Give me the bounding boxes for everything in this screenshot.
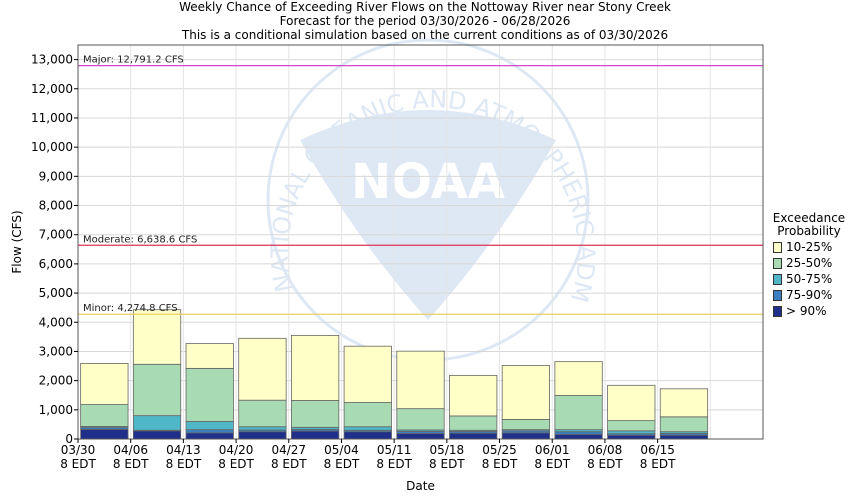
bar-segment-04-20 [238, 337, 287, 401]
bar-segment-04-13 [185, 432, 234, 440]
legend-item: > 90% [773, 303, 850, 319]
x-tick-label: 04/13 8 EDT [166, 443, 202, 471]
bar-segment-05-04 [343, 345, 392, 403]
bar-segment-03-30 [80, 363, 129, 405]
bar-segment-05-25 [501, 419, 550, 431]
bar-segment-04-27 [291, 430, 340, 440]
legend-item: 75-90% [773, 287, 850, 303]
legend-label: 75-90% [786, 288, 833, 302]
legend-swatch [773, 289, 782, 301]
y-tick-label: 11,000 [31, 111, 73, 125]
bar-segment-05-04 [343, 426, 392, 431]
x-tick-label: 04/06 8 EDT [113, 443, 149, 471]
x-tick-label: 06/01 8 EDT [534, 443, 570, 471]
legend-item: 50-75% [773, 271, 850, 287]
bar-segment-04-27 [291, 400, 340, 428]
bar-segment-04-06 [132, 415, 182, 431]
legend-title-line-2: Probability [777, 224, 841, 238]
bar-segment-04-13 [185, 367, 234, 422]
bar-segment-06-15 [659, 388, 709, 418]
y-tick-label: 1,000 [39, 403, 73, 417]
bar-segment-06-01 [554, 433, 603, 440]
y-tick-label: 12,000 [31, 82, 73, 96]
y-tick-label: 10,000 [31, 140, 73, 154]
bar-segment-03-30 [80, 404, 129, 427]
x-tick-label: 05/11 8 EDT [376, 443, 412, 471]
x-axis-label: Date [406, 479, 435, 493]
y-tick-label: 8,000 [39, 199, 73, 213]
legend-item: 10-25% [773, 239, 850, 255]
y-axis-label: Flow (CFS) [10, 210, 24, 273]
bar-segment-05-18 [449, 374, 498, 417]
x-tick-label: 03/30 8 EDT [60, 443, 96, 471]
bar-segment-05-04 [343, 402, 392, 428]
legend: Exceedance Probability 10-25% 25-50% 50-75… [768, 212, 850, 319]
bar-segment-04-13 [185, 429, 234, 434]
threshold-label: Minor: 4,274.8 CFS [83, 303, 178, 314]
y-tick-label: 2,000 [39, 374, 73, 388]
x-tick-label: 05/18 8 EDT [429, 443, 465, 471]
legend-swatch [773, 273, 782, 285]
y-tick-label: 7,000 [39, 228, 73, 242]
bar-segment-04-06 [132, 363, 182, 417]
bar-segment-05-11 [396, 350, 445, 410]
legend-swatch [773, 257, 782, 269]
bar-segment-04-13 [185, 343, 234, 369]
chart-note: This is a conditional simulation based o… [181, 28, 669, 42]
x-tick-label: 06/15 8 EDT [640, 443, 676, 471]
y-tick-label: 13,000 [31, 53, 73, 67]
legend-swatch [773, 305, 782, 317]
legend-swatch [773, 241, 782, 253]
y-tick-label: 0 [65, 432, 73, 446]
y-tick-label: 3,000 [39, 344, 73, 358]
bar-segment-06-15 [659, 416, 709, 433]
legend-label: 50-75% [786, 272, 833, 286]
bar-segment-05-11 [396, 408, 445, 431]
bar-segment-04-06 [132, 430, 182, 440]
threshold-label: Moderate: 6,638.6 CFS [83, 234, 197, 245]
bar-segment-05-25 [501, 365, 550, 420]
bar-segment-06-01 [554, 395, 603, 431]
legend-item: 25-50% [773, 255, 850, 271]
chart-title: Weekly Chance of Exceeding River Flows o… [179, 0, 671, 14]
bar-segment-06-08 [607, 430, 656, 435]
bar-segment-05-18 [449, 415, 498, 431]
bar-segment-04-13 [185, 421, 234, 431]
bar-segment-05-25 [501, 432, 550, 440]
bar-segment-04-27 [291, 334, 340, 401]
bar-segment-04-20 [238, 399, 287, 428]
legend-title-line-1: Exceedance [772, 211, 846, 225]
chart-subtitle: Forecast for the period 03/30/2026 - 06/… [279, 14, 571, 28]
threshold-label: Major: 12,791.2 CFS [83, 55, 184, 66]
bar-segment-06-08 [607, 420, 656, 432]
bar-segment-04-06 [132, 309, 182, 365]
bar-segment-06-15 [659, 434, 709, 440]
y-tick-label: 4,000 [39, 315, 73, 329]
bar-segment-06-08 [607, 384, 656, 422]
bar-segment-03-30 [80, 428, 129, 440]
watermark-bird-shape [300, 110, 556, 320]
chart-title-block: Weekly Chance of Exceeding River Flows o… [0, 0, 850, 42]
bar-segment-04-20 [238, 431, 287, 440]
x-tick-label: 06/08 8 EDT [587, 443, 623, 471]
watermark-logo-text: NOAA [351, 154, 505, 210]
y-tick-label: 9,000 [39, 169, 73, 183]
legend-label: > 90% [786, 304, 827, 318]
x-tick-label: 04/20 8 EDT [218, 443, 254, 471]
bar-segment-05-11 [396, 433, 445, 440]
x-tick-label: 05/04 8 EDT [324, 443, 360, 471]
y-tick-label: 6,000 [39, 257, 73, 271]
legend-label: 25-50% [786, 256, 833, 270]
plot-frame [77, 44, 764, 440]
bar-segment-06-08 [607, 434, 656, 440]
bar-segment-05-04 [343, 431, 392, 440]
y-tick-label: 5,000 [39, 286, 73, 300]
bar-segment-05-18 [449, 432, 498, 440]
x-tick-label: 04/27 8 EDT [271, 443, 307, 471]
bar-segment-06-01 [554, 361, 603, 396]
legend-label: 10-25% [786, 240, 833, 254]
bar-segment-04-20 [238, 426, 287, 431]
x-tick-label: 05/25 8 EDT [482, 443, 518, 471]
